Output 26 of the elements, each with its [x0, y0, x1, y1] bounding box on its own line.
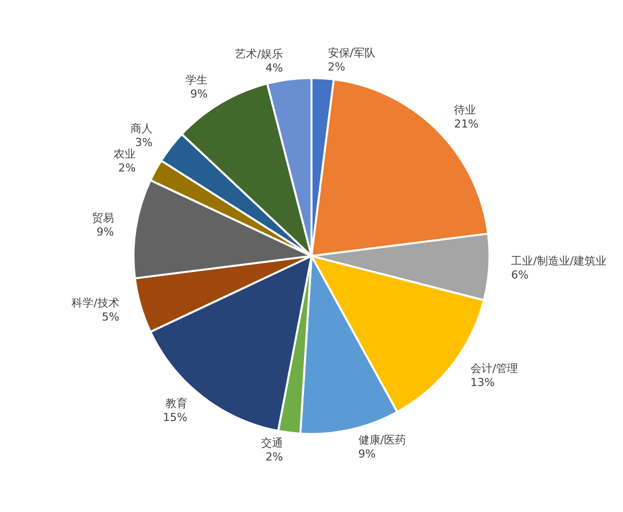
- slice-label: 待业: [454, 103, 476, 116]
- data-label: 9%: [358, 447, 376, 460]
- data-label: 4%: [265, 62, 283, 75]
- data-label: 6%: [511, 268, 529, 282]
- data-label: 15%: [162, 410, 188, 424]
- data-label: 5%: [102, 310, 120, 324]
- slice-label: 安保/军队: [328, 46, 376, 60]
- data-label: 2%: [328, 60, 346, 74]
- slice-label: 科学/技术: [72, 296, 120, 310]
- slice-label: 艺术/娱乐: [235, 48, 283, 61]
- slice-label: 会计/管理: [470, 362, 518, 376]
- slice-label: 工业/制造业/建筑业: [511, 254, 607, 268]
- slice-label: 健康/医药: [358, 433, 406, 446]
- data-label: 9%: [190, 87, 208, 100]
- slice-label: 学生: [186, 73, 208, 86]
- slice-label: 贸易: [92, 211, 114, 224]
- slice-label: 农业: [114, 148, 136, 161]
- data-label: 21%: [454, 117, 479, 130]
- data-label: 2%: [265, 450, 283, 464]
- data-label: 13%: [470, 376, 495, 390]
- slice-label: 教育: [165, 396, 188, 410]
- slice-label: 商人: [130, 122, 153, 135]
- slice-label: 交通: [260, 436, 283, 450]
- data-label: 9%: [96, 225, 114, 238]
- data-label: 2%: [118, 162, 136, 175]
- data-label: 3%: [135, 136, 153, 149]
